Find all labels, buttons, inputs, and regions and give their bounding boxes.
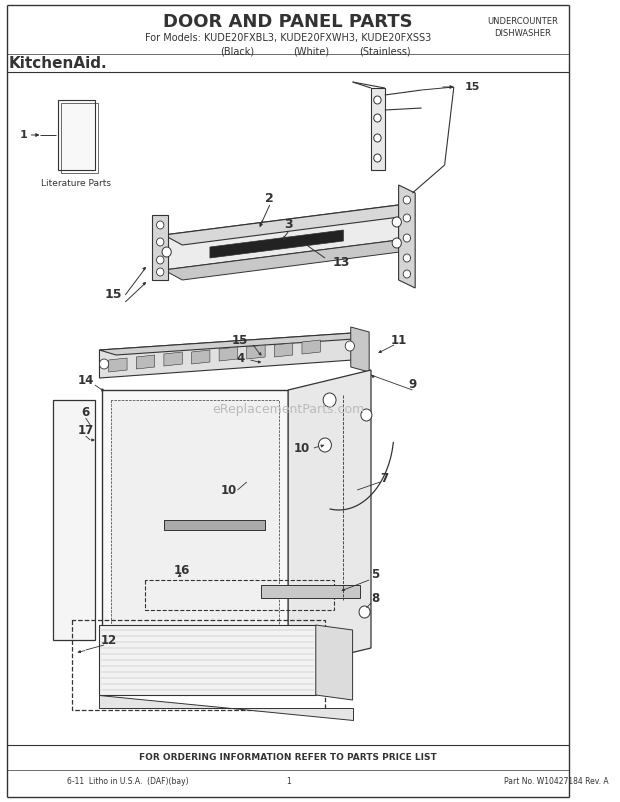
Text: DISHWASHER: DISHWASHER	[494, 29, 551, 38]
Polygon shape	[99, 625, 316, 695]
Text: 9: 9	[409, 379, 417, 391]
Circle shape	[359, 606, 370, 618]
Text: 7: 7	[381, 472, 389, 484]
Text: Literature Parts: Literature Parts	[42, 179, 112, 188]
Polygon shape	[152, 215, 169, 280]
Circle shape	[361, 409, 372, 421]
Circle shape	[156, 256, 164, 264]
Circle shape	[374, 154, 381, 162]
Circle shape	[156, 221, 164, 229]
Polygon shape	[164, 240, 415, 280]
Polygon shape	[371, 88, 385, 170]
Polygon shape	[112, 400, 279, 658]
Polygon shape	[99, 333, 369, 355]
Polygon shape	[99, 695, 353, 720]
Circle shape	[403, 214, 410, 222]
Text: 16: 16	[174, 564, 190, 577]
Polygon shape	[53, 400, 95, 640]
Text: 11: 11	[391, 334, 407, 346]
Polygon shape	[192, 350, 210, 364]
Text: 14: 14	[78, 374, 94, 387]
Circle shape	[345, 341, 355, 351]
Polygon shape	[219, 347, 237, 361]
Polygon shape	[164, 205, 415, 245]
Text: 15: 15	[464, 82, 480, 92]
Polygon shape	[288, 370, 371, 668]
Circle shape	[403, 234, 410, 242]
Polygon shape	[58, 100, 95, 170]
Text: DOOR AND PANEL PARTS: DOOR AND PANEL PARTS	[163, 13, 413, 31]
Circle shape	[403, 270, 410, 278]
Text: (Black): (Black)	[221, 47, 255, 57]
Text: 10: 10	[294, 441, 310, 455]
Text: For Models: KUDE20FXBL3, KUDE20FXWH3, KUDE20FXSS3: For Models: KUDE20FXBL3, KUDE20FXWH3, KU…	[145, 33, 432, 43]
Polygon shape	[164, 520, 265, 530]
Circle shape	[374, 114, 381, 122]
Text: 1: 1	[20, 130, 28, 140]
Text: 10: 10	[220, 484, 236, 496]
Text: 8: 8	[371, 592, 379, 605]
Text: Part No. W10427184 Rev. A: Part No. W10427184 Rev. A	[505, 777, 609, 787]
Polygon shape	[274, 343, 293, 357]
Circle shape	[323, 393, 336, 407]
Text: 2: 2	[265, 192, 274, 205]
Text: 15: 15	[232, 334, 249, 346]
Text: 13: 13	[333, 256, 350, 269]
Circle shape	[156, 238, 164, 246]
Text: 1: 1	[286, 777, 291, 787]
Circle shape	[319, 438, 332, 452]
Text: 6-11  Litho in U.S.A.  (DAF)(bay): 6-11 Litho in U.S.A. (DAF)(bay)	[67, 777, 189, 787]
Polygon shape	[136, 355, 154, 369]
Circle shape	[403, 196, 410, 204]
Text: 5: 5	[371, 569, 379, 581]
Polygon shape	[99, 333, 353, 378]
Circle shape	[162, 247, 171, 257]
Circle shape	[99, 359, 108, 369]
Circle shape	[403, 254, 410, 262]
Polygon shape	[108, 358, 127, 372]
Polygon shape	[351, 327, 369, 372]
Polygon shape	[399, 185, 415, 288]
Polygon shape	[102, 390, 288, 668]
Circle shape	[392, 217, 401, 227]
Circle shape	[156, 268, 164, 276]
Circle shape	[374, 96, 381, 104]
Text: 15: 15	[105, 289, 122, 302]
Text: 12: 12	[100, 634, 117, 646]
Text: 3: 3	[284, 218, 293, 232]
Text: FOR ORDERING INFORMATION REFER TO PARTS PRICE LIST: FOR ORDERING INFORMATION REFER TO PARTS …	[140, 752, 437, 762]
Circle shape	[392, 238, 401, 248]
Text: 17: 17	[78, 423, 94, 436]
Text: 4: 4	[236, 351, 244, 364]
Polygon shape	[210, 230, 343, 258]
Text: 6: 6	[81, 406, 90, 419]
Polygon shape	[247, 345, 265, 359]
Polygon shape	[260, 585, 360, 598]
Text: eReplacementParts.com: eReplacementParts.com	[212, 403, 365, 416]
Text: UNDERCOUNTER: UNDERCOUNTER	[487, 18, 559, 26]
Polygon shape	[316, 625, 353, 700]
Polygon shape	[302, 340, 321, 354]
Text: (White): (White)	[293, 47, 329, 57]
Circle shape	[374, 134, 381, 142]
Text: KitchenAid.: KitchenAid.	[9, 55, 107, 71]
Polygon shape	[164, 352, 182, 366]
Text: (Stainless): (Stainless)	[359, 47, 410, 57]
Polygon shape	[164, 205, 399, 270]
